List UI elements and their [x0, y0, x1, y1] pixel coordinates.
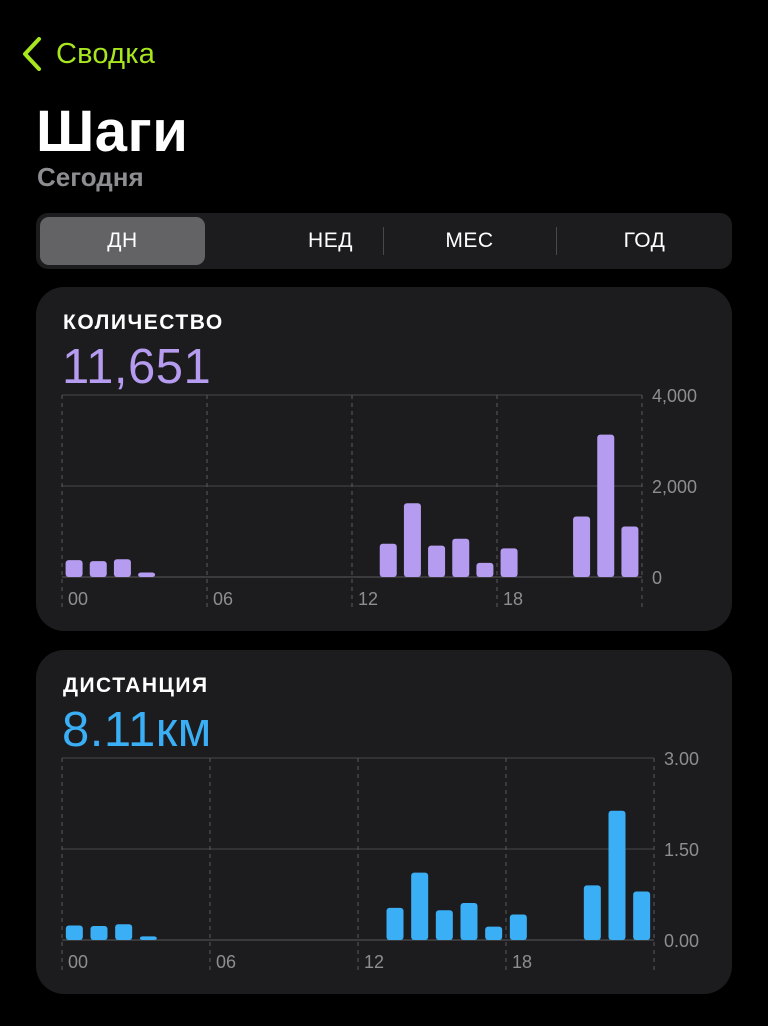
steps-chart-bar — [65, 560, 83, 577]
segment-year[interactable]: ГОД — [623, 229, 666, 252]
distance-chart-bar — [608, 810, 626, 940]
distance-chart-bar — [90, 926, 108, 940]
segment-divider — [383, 227, 384, 255]
steps-chart-bar — [452, 538, 470, 577]
distance-chart-x-tick-label: 06 — [216, 952, 236, 972]
segment-day[interactable]: ДН — [40, 217, 205, 265]
distance-chart-bar — [435, 910, 453, 940]
distance-chart-bar — [115, 924, 133, 940]
distance-card-label: ДИСТАНЦИЯ — [63, 674, 209, 697]
distance-chart-y-tick-label: 0.00 — [664, 931, 699, 951]
steps-chart-x-tick-label: 12 — [358, 589, 378, 609]
steps-chart-bar — [597, 434, 615, 577]
steps-chart-y-tick-label: 0 — [652, 568, 662, 588]
distance-chart-bar — [460, 902, 478, 940]
back-label: Сводка — [56, 37, 156, 70]
steps-total-value: 11,651 — [62, 340, 212, 394]
period-segmented-control: ДН НЕД МЕС ГОД — [36, 213, 732, 269]
distance-chart-bar — [386, 907, 404, 940]
steps-chart-bar — [379, 543, 397, 577]
distance-chart-y-tick-label: 1.50 — [664, 840, 699, 860]
distance-card[interactable]: ДИСТАНЦИЯ 8.11км 3.00 1.50 0.00 00 06 12 18 — [36, 650, 732, 994]
steps-chart-x-tick-label: 18 — [503, 589, 523, 609]
distance-chart-y-tick-label: 3.00 — [664, 749, 699, 769]
steps-chart-bar — [138, 572, 156, 577]
steps-chart-bar — [403, 503, 421, 577]
steps-chart-bar — [476, 562, 494, 577]
distance-total-value: 8.11км — [62, 703, 212, 757]
distance-chart-x-tick-label: 00 — [68, 952, 88, 972]
segment-month[interactable]: МЕС — [445, 229, 494, 252]
distance-chart-bar — [411, 872, 429, 940]
segment-divider — [556, 227, 557, 255]
page-title: Шаги — [36, 99, 189, 164]
distance-chart-bar — [485, 926, 503, 940]
distance-chart-bar — [633, 891, 651, 940]
distance-chart-x-tick-label: 18 — [512, 952, 532, 972]
distance-chart-x-tick-label: 12 — [364, 952, 384, 972]
chevron-left-icon — [23, 37, 41, 71]
distance-chart-bar — [583, 885, 601, 940]
steps-card[interactable]: КОЛИЧЕСТВО 11,651 4,000 2,000 0 00 06 12 18 — [36, 287, 732, 631]
steps-chart-y-tick-label: 4,000 — [652, 386, 697, 406]
back-button[interactable]: Сводка — [22, 36, 155, 72]
steps-card-label: КОЛИЧЕСТВО — [63, 311, 224, 334]
distance-chart-bar — [509, 914, 527, 940]
distance-chart-bar — [139, 936, 157, 940]
distance-chart-bar — [65, 925, 83, 940]
page-subtitle: Сегодня — [37, 162, 144, 192]
steps-chart-bar — [428, 545, 446, 577]
steps-chart-bar — [113, 559, 131, 577]
segment-week[interactable]: НЕД — [308, 229, 353, 252]
steps-chart-bar — [500, 548, 518, 577]
distance-chart: 3.00 1.50 0.00 00 06 12 18 — [61, 749, 699, 972]
steps-chart-bar — [621, 526, 639, 577]
steps-chart-y-tick-label: 2,000 — [652, 477, 697, 497]
steps-chart-bar — [573, 516, 591, 577]
steps-chart-bar — [89, 561, 107, 577]
steps-chart-x-tick-label: 06 — [213, 589, 233, 609]
steps-chart-x-tick-label: 00 — [68, 589, 88, 609]
